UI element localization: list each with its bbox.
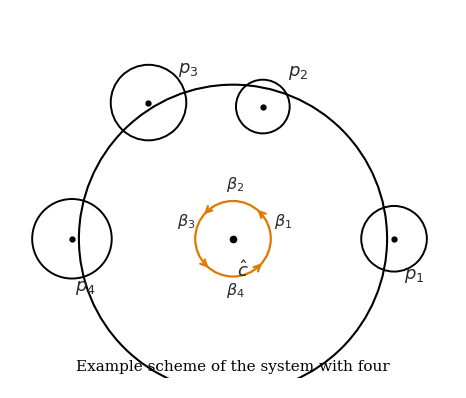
Text: $\beta_3$: $\beta_3$ xyxy=(177,213,195,231)
Text: $p_4$: $p_4$ xyxy=(75,279,96,297)
Text: $p_3$: $p_3$ xyxy=(178,61,199,79)
Text: $\beta_4$: $\beta_4$ xyxy=(226,281,244,300)
Text: $\beta_1$: $\beta_1$ xyxy=(274,213,292,231)
Text: $\hat{c}$: $\hat{c}$ xyxy=(237,261,249,281)
Text: Example scheme of the system with four: Example scheme of the system with four xyxy=(76,360,390,375)
Text: $p_1$: $p_1$ xyxy=(404,267,424,285)
Text: $\beta_2$: $\beta_2$ xyxy=(226,175,244,193)
Text: $p_2$: $p_2$ xyxy=(288,64,308,82)
